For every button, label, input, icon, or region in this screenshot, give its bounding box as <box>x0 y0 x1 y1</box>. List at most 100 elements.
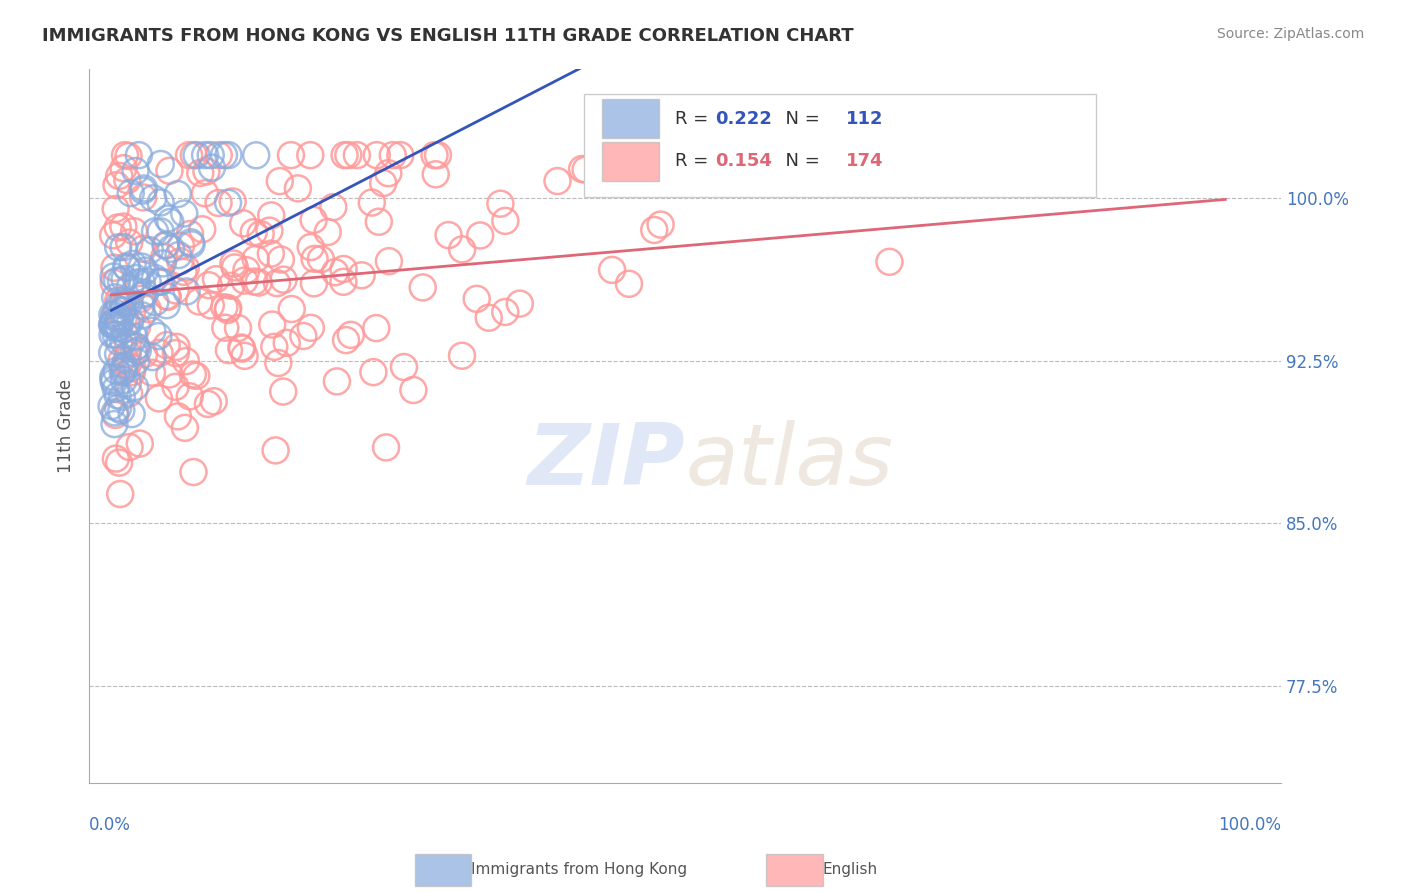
Point <box>194 186 217 201</box>
Point <box>149 224 172 238</box>
Point <box>103 376 125 390</box>
Text: ZIP: ZIP <box>527 420 685 503</box>
Point <box>127 276 149 290</box>
Text: Immigrants from Hong Kong: Immigrants from Hong Kong <box>471 863 688 877</box>
Point <box>166 187 188 202</box>
Point <box>173 265 195 279</box>
Point <box>173 206 195 220</box>
Point <box>245 252 267 266</box>
Point <box>104 451 127 466</box>
Point <box>121 407 143 421</box>
Point <box>309 252 332 267</box>
Point <box>323 265 346 279</box>
Point <box>118 235 141 250</box>
Point <box>108 456 131 470</box>
Point <box>121 304 143 318</box>
Point <box>103 369 125 384</box>
Point <box>208 148 231 162</box>
Text: Source: ZipAtlas.com: Source: ZipAtlas.com <box>1216 27 1364 41</box>
Text: English: English <box>823 863 877 877</box>
Point <box>132 190 155 204</box>
Point <box>124 380 146 394</box>
Point <box>373 176 395 190</box>
Point <box>266 276 288 290</box>
Point <box>141 366 163 380</box>
Point <box>270 252 292 267</box>
Point <box>183 148 205 162</box>
Point <box>165 284 187 298</box>
Point <box>427 148 450 162</box>
Point <box>191 222 214 236</box>
Point <box>166 340 188 354</box>
Point <box>114 327 136 342</box>
Point <box>117 376 139 391</box>
Point <box>159 215 181 229</box>
Point <box>177 148 200 162</box>
Point <box>200 298 222 312</box>
Point <box>267 356 290 370</box>
Point <box>183 465 205 479</box>
Point <box>233 349 256 363</box>
Point <box>101 345 124 359</box>
Point <box>217 148 239 162</box>
Point <box>155 298 177 312</box>
Point <box>117 149 139 163</box>
Point <box>494 214 516 228</box>
Point <box>643 223 665 237</box>
Point <box>155 238 177 252</box>
Point <box>114 272 136 286</box>
Point <box>148 275 170 289</box>
Point <box>112 240 135 254</box>
Point <box>340 327 363 342</box>
Point <box>571 161 593 176</box>
Point <box>132 181 155 195</box>
Point <box>153 250 176 264</box>
Point <box>280 301 302 316</box>
Point <box>375 441 398 455</box>
Point <box>124 164 146 178</box>
Point <box>335 333 357 347</box>
Point <box>360 195 382 210</box>
Point <box>299 320 322 334</box>
Point <box>219 278 242 293</box>
Point <box>194 148 217 162</box>
Point <box>129 292 152 306</box>
Point <box>170 239 193 253</box>
Point <box>131 260 153 274</box>
Point <box>156 289 179 303</box>
Point <box>136 275 159 289</box>
Point <box>104 306 127 320</box>
Point <box>333 148 356 162</box>
Point <box>107 320 129 334</box>
Point <box>111 390 134 404</box>
Point <box>226 321 249 335</box>
Point <box>105 274 128 288</box>
Point <box>249 227 271 241</box>
Point <box>112 219 135 234</box>
Point <box>127 343 149 358</box>
Point <box>212 148 235 162</box>
Point <box>292 329 315 343</box>
Point <box>104 202 127 216</box>
Point <box>141 324 163 338</box>
Point <box>103 260 125 275</box>
Y-axis label: 11th Grade: 11th Grade <box>58 379 75 473</box>
FancyBboxPatch shape <box>583 94 1097 197</box>
Point <box>392 359 415 374</box>
Point <box>547 174 569 188</box>
Point <box>271 384 294 399</box>
Text: IMMIGRANTS FROM HONG KONG VS ENGLISH 11TH GRADE CORRELATION CHART: IMMIGRANTS FROM HONG KONG VS ENGLISH 11T… <box>42 27 853 45</box>
Point <box>149 195 172 210</box>
Point <box>110 354 132 368</box>
Point <box>617 277 640 291</box>
Point <box>118 296 141 310</box>
Point <box>195 164 218 178</box>
Point <box>366 148 388 162</box>
FancyBboxPatch shape <box>602 99 659 138</box>
Text: 100.0%: 100.0% <box>1218 815 1281 834</box>
Text: 174: 174 <box>846 153 883 170</box>
Point <box>600 263 623 277</box>
Point <box>149 157 172 171</box>
Point <box>112 334 135 349</box>
Point <box>105 364 128 378</box>
